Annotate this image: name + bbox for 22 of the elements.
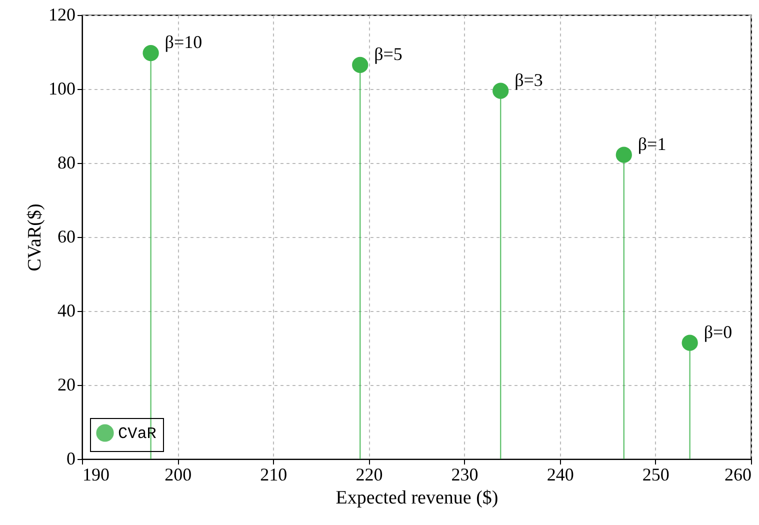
y-tick-label: 0 [66, 448, 76, 468]
y-tick-label: 120 [48, 4, 76, 24]
annotation: β=0 [704, 322, 732, 342]
x-tick-label: 200 [164, 464, 192, 484]
y-axis-title: CVaR($) [24, 204, 46, 272]
x-tick-label: 210 [260, 464, 288, 484]
x-tick-label: 250 [642, 464, 670, 484]
x-tick-label: 260 [724, 464, 752, 484]
y-tick-label: 80 [58, 152, 76, 172]
annotation: β=1 [638, 134, 666, 154]
y-tick-label: 100 [48, 78, 76, 98]
y-tick-label: 60 [58, 226, 76, 246]
x-tick-label: 230 [451, 464, 478, 484]
y-tick-label: 40 [58, 300, 76, 320]
x-tick-label: 190 [82, 464, 110, 484]
annotation: β=5 [374, 44, 402, 64]
annotation: β=3 [514, 70, 543, 90]
x-tick-label: 220 [356, 464, 383, 484]
x-axis-title: Expected revenue ($) [336, 488, 498, 508]
annotation: β=10 [164, 32, 202, 52]
x-tick-label: 240 [546, 464, 574, 484]
y-tick-label: 20 [58, 374, 76, 394]
